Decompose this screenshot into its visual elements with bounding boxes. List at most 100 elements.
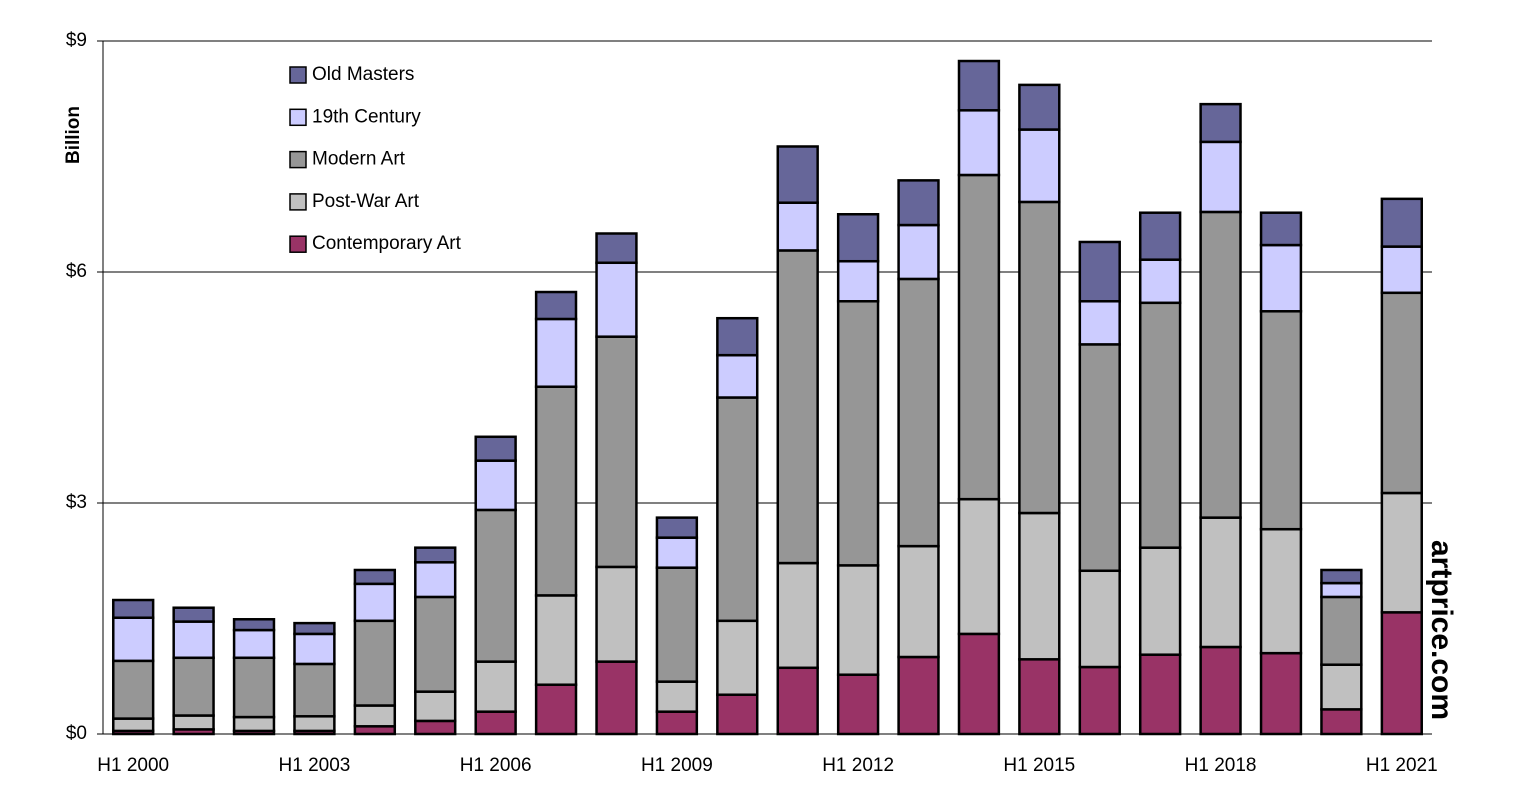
legend-label: Old Masters [312, 64, 414, 85]
bar-segment [957, 109, 1001, 177]
watermark: artprice.com [1425, 540, 1458, 720]
bar-segment [776, 666, 819, 736]
bar-segment [112, 598, 155, 619]
bar-segment [655, 710, 699, 736]
bar-segment [534, 290, 578, 321]
bar-segment [595, 660, 638, 736]
bar-segment [1199, 516, 1242, 649]
bar-segment [112, 717, 155, 733]
y-tick-label: $3 [66, 492, 87, 513]
bar-segment [353, 619, 397, 707]
bar-segment [1078, 240, 1121, 303]
bar-segment [1320, 568, 1363, 585]
bar-segment [957, 59, 1001, 112]
bar-segment [172, 620, 215, 660]
bar-segment [1320, 708, 1363, 736]
bar-segment [534, 683, 578, 736]
bar-segment [474, 660, 517, 713]
legend-swatch [289, 193, 307, 211]
bar-segment [414, 595, 457, 693]
bar-segment [474, 710, 517, 736]
bar-segment [1078, 665, 1121, 736]
y-tick-label: $0 [66, 723, 87, 744]
bar-segment [293, 632, 336, 666]
bar-segment [957, 173, 1001, 501]
bar-segment [1018, 83, 1061, 131]
bar-segment [353, 704, 397, 728]
bar-segment [1259, 243, 1303, 313]
x-tick-label: H1 2015 [1003, 755, 1075, 776]
bar-segment [1199, 102, 1242, 144]
bar-segment [232, 618, 276, 632]
bar-segment [414, 561, 457, 599]
bar-segment [232, 656, 276, 719]
bar-segment [716, 316, 759, 357]
bar-segment [1380, 197, 1423, 248]
legend-label: Post-War Art [312, 191, 420, 212]
y-tick-label: $9 [66, 30, 87, 51]
bar-segment [1138, 258, 1182, 305]
bar-segment [172, 606, 215, 623]
bar-segment [655, 516, 699, 539]
bar-segment [1199, 210, 1242, 519]
bar-segment [353, 582, 397, 623]
bar-segment [595, 335, 638, 569]
bar-segment [776, 201, 819, 252]
bar-segment [1380, 291, 1423, 495]
bar-segment [172, 656, 215, 717]
bar-segment [1320, 581, 1363, 599]
bar-segment [716, 693, 759, 736]
y-axis-label: Billion [63, 106, 84, 164]
x-tick-label: H1 2021 [1366, 755, 1438, 776]
bar-segment [1320, 595, 1363, 666]
bar-segment [1380, 611, 1423, 736]
bar-segment [957, 497, 1001, 636]
bar-segment [414, 546, 457, 564]
bar-segment [836, 300, 880, 567]
bar-segment [957, 632, 1001, 736]
bar-segment [1259, 527, 1303, 655]
bar-segment [595, 565, 638, 663]
legend-swatch [289, 108, 307, 127]
bar-segment [414, 690, 457, 723]
bar-segment [897, 655, 940, 736]
bar-segment [534, 385, 578, 597]
bar-segment [1018, 128, 1061, 204]
bar-segment [1380, 245, 1423, 295]
bar-segment [1018, 511, 1061, 661]
bar-segment [1199, 645, 1242, 736]
bar-segment [1018, 658, 1061, 736]
bar-segment [776, 249, 819, 565]
bar-segment [534, 317, 578, 388]
legend-swatch [289, 235, 307, 253]
bar-segment [1018, 200, 1061, 515]
bar-segment [655, 680, 699, 713]
bar-segment [897, 544, 940, 659]
bar-segment [1259, 310, 1303, 531]
x-tick-label: H1 2009 [641, 755, 713, 776]
legend-label: Contemporary Art [312, 233, 462, 254]
bar-segment [172, 714, 215, 731]
bar-segment [474, 508, 517, 663]
bar-segment [1078, 300, 1121, 346]
bar-segment [1320, 663, 1363, 711]
bar-segment [595, 261, 638, 338]
legend-label: 19th Century [312, 106, 421, 127]
x-tick-label: H1 2012 [822, 755, 894, 776]
bar-segment [1199, 140, 1242, 214]
bar-segment [293, 621, 336, 636]
bar-segment [474, 435, 517, 462]
legend-swatch [289, 66, 307, 84]
bar-segment [1380, 491, 1423, 614]
bar-segment [534, 594, 578, 686]
bar-segment [836, 673, 880, 736]
bar-segment [1259, 651, 1303, 736]
bar-segment [716, 353, 759, 399]
bar-segment [414, 719, 457, 736]
x-tick-label: H1 2000 [97, 755, 169, 776]
bar-segment [1138, 301, 1182, 549]
bar-segment [836, 213, 880, 263]
bar-segment [1078, 343, 1121, 573]
bar-segment [1078, 569, 1121, 669]
